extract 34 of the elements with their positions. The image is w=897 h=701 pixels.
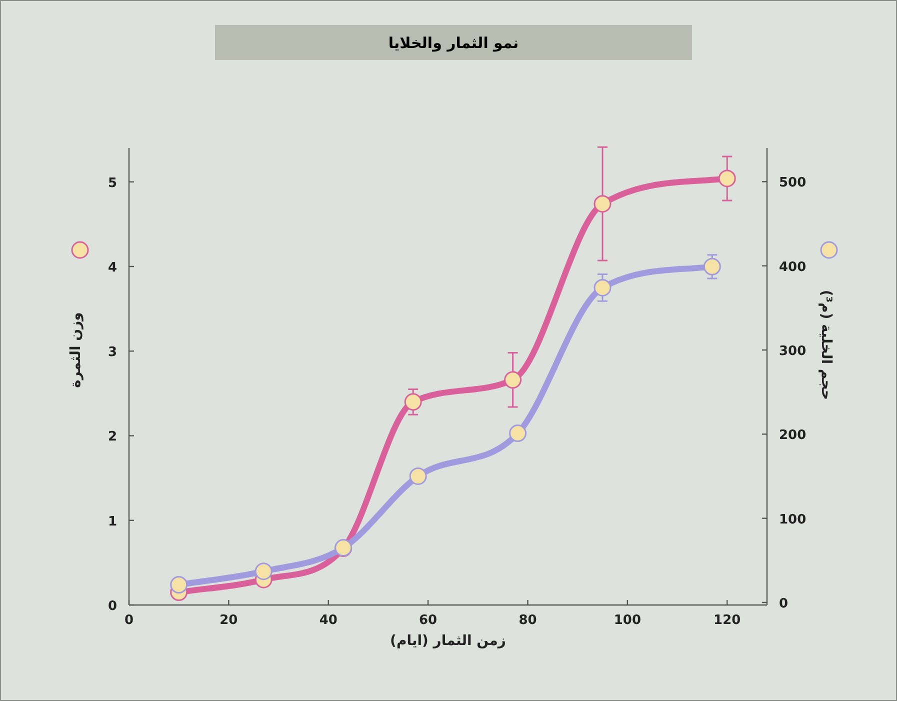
y2-tick-label: 400 xyxy=(779,260,806,275)
point xyxy=(504,371,522,389)
y2-axis-title: حجم الخلية (م³) xyxy=(818,290,834,400)
x-tick-label: 0 xyxy=(124,613,134,628)
y-tick-label: 0 xyxy=(108,599,117,614)
point xyxy=(409,467,427,485)
x-axis-title: زمن الثمار (ايام) xyxy=(390,633,506,649)
x-tick-label: 100 xyxy=(614,613,642,628)
y2-tick-label: 300 xyxy=(779,344,806,359)
x-tick-label: 20 xyxy=(220,613,238,628)
title: نمو الثمار والخلايا xyxy=(215,25,692,60)
point xyxy=(594,278,612,296)
x-tick-label: 80 xyxy=(518,613,537,628)
y2-tick-label: 0 xyxy=(779,596,788,612)
point xyxy=(509,424,527,442)
y-tick-label: 5 xyxy=(108,176,117,191)
chart-title: نمو الثمار والخلايا xyxy=(388,34,519,52)
y2-tick-label: 200 xyxy=(779,428,806,444)
point xyxy=(718,170,736,188)
y-tick-label: 2 xyxy=(108,430,117,445)
x-tick-label: 120 xyxy=(714,613,741,628)
point xyxy=(254,562,272,580)
x-tick-label: 40 xyxy=(319,613,338,628)
y-tick-label: 3 xyxy=(108,345,117,360)
y2-tick-label: 100 xyxy=(779,512,806,528)
y2-tick-label: 500 xyxy=(779,176,806,191)
point xyxy=(404,393,422,411)
point xyxy=(703,258,721,276)
x-tick-label: 60 xyxy=(419,613,438,628)
point xyxy=(594,195,612,213)
y-tick-label: 1 xyxy=(108,514,117,530)
y-tick-label: 4 xyxy=(108,260,117,276)
point xyxy=(170,576,188,594)
y-axis-title: وزن الثمرة xyxy=(68,312,84,388)
